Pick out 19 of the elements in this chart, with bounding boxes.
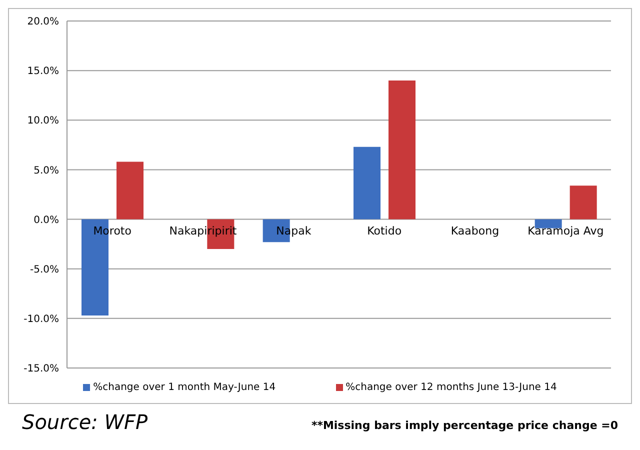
bar: [116, 162, 144, 220]
legend-label: %change over 1 month May-June 14: [92, 382, 276, 393]
y-tick-label: 5.0%: [34, 165, 59, 176]
bar: [388, 80, 416, 220]
y-tick-label: 15.0%: [27, 66, 59, 78]
y-tick-label: -10.0%: [24, 314, 59, 325]
x-tick-label: Kaabong: [450, 224, 500, 238]
text: **Missing bars imply percentage price change =0: [311, 419, 618, 432]
bar: [354, 146, 381, 220]
y-tick-label: 10.0%: [27, 116, 59, 127]
y-tick-label: -15.0%: [24, 364, 59, 375]
legend-label: %change over 12 months June 13-June 14: [344, 382, 557, 393]
x-tick-label: Kotido: [367, 224, 402, 238]
y-tick-label: -5.0%: [30, 264, 59, 276]
bar: [570, 186, 597, 220]
y-tick-label: 20.0%: [27, 16, 59, 28]
y-tick-label: 0.0%: [34, 214, 59, 226]
x-tick-label: Karamoja Avg: [528, 224, 604, 238]
source-note: Source: WFP: [22, 410, 148, 434]
